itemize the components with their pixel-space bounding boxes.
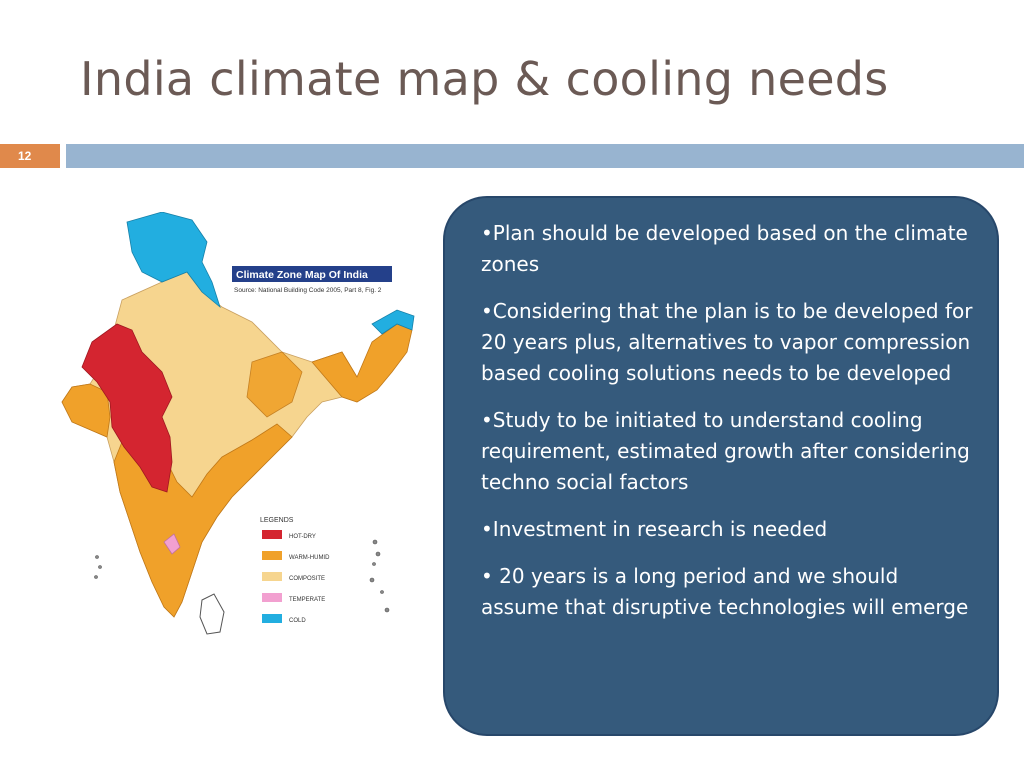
map-islands bbox=[94, 539, 390, 613]
panel-bullet: •Study to be initiated to understand coo… bbox=[481, 408, 970, 494]
legend-label: COLD bbox=[289, 618, 306, 624]
map-legend: HOT-DRY WARM-HUMID COMPOSITE TEMPERATE COLD bbox=[262, 530, 330, 624]
map-zone-temperate bbox=[163, 533, 181, 555]
panel-bullet: •Considering that the plan is to be deve… bbox=[481, 299, 973, 385]
slide-number-badge: 12 bbox=[0, 144, 60, 168]
legend-label: HOT-DRY bbox=[289, 534, 316, 540]
map-legend-heading: LEGENDS bbox=[260, 517, 294, 524]
map-caption-box bbox=[232, 266, 392, 282]
slide-title: India climate map & cooling needs bbox=[80, 52, 889, 106]
map-sri-lanka bbox=[199, 593, 225, 635]
cooling-needs-panel: •Plan should be developed based on the c… bbox=[443, 196, 999, 736]
legend-swatch-temperate bbox=[262, 593, 282, 602]
map-zone-warm-humid-northeast bbox=[311, 323, 413, 403]
map-caption-source: Source: National Building Code 2005, Par… bbox=[234, 287, 382, 294]
map-zone-composite bbox=[61, 271, 358, 618]
legend-swatch-composite bbox=[262, 572, 282, 581]
map-zone-hot-dry bbox=[81, 323, 173, 493]
climate-zone-map: Climate Zone Map Of India Source: Nation… bbox=[52, 212, 422, 652]
map-zone-cold bbox=[126, 212, 221, 309]
legend-swatch-hot-dry bbox=[262, 530, 282, 539]
legend-swatch-warm-humid bbox=[262, 551, 282, 560]
legend-label: WARM-HUMID bbox=[289, 555, 330, 561]
legend-swatch-cold bbox=[262, 614, 282, 623]
panel-bullet: •Investment in research is needed bbox=[481, 517, 828, 541]
map-zone-warm-humid-east bbox=[246, 351, 303, 418]
header-rule-bar bbox=[66, 144, 1024, 168]
map-zone-cold-northeast bbox=[371, 309, 415, 335]
legend-label: COMPOSITE bbox=[289, 576, 325, 582]
map-caption-title: Climate Zone Map Of India bbox=[236, 269, 368, 281]
panel-bullet: •Plan should be developed based on the c… bbox=[481, 221, 968, 276]
panel-bullet: • 20 years is a long period and we shoul… bbox=[481, 564, 969, 619]
legend-label: TEMPERATE bbox=[289, 597, 325, 603]
map-zone-warm-humid-gujarat bbox=[61, 383, 111, 438]
